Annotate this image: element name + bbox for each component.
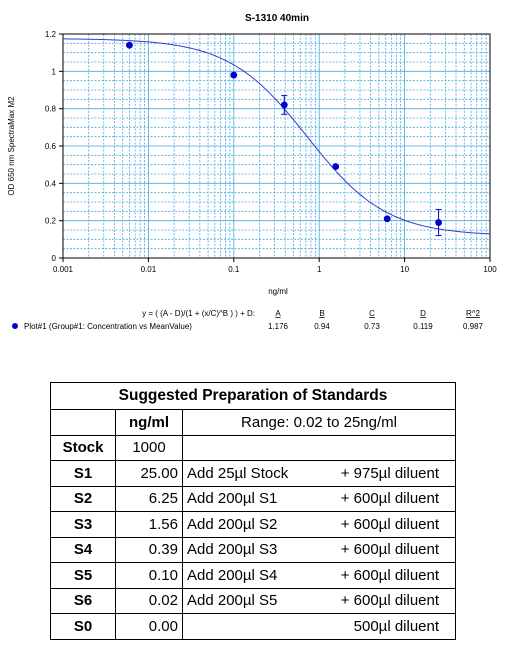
x-tick-label: 10 xyxy=(400,265,409,274)
table-row: S5 0.10 Add 200µl S4 + 600µl diluent xyxy=(50,562,457,589)
x-tick-label: 1 xyxy=(317,265,322,274)
row-label: S0 xyxy=(50,613,116,640)
prep-diluent: + 600µl diluent xyxy=(340,592,440,610)
data-points-layer xyxy=(126,41,442,237)
fit-param-label: C xyxy=(369,309,375,318)
legend-series-name: Plot#1 (Group#1: Concentration vs MeanVa… xyxy=(24,322,192,331)
y-tick-label: 0 xyxy=(52,254,57,263)
table-row: S1 25.00 Add 25µl Stock + 975µl diluent xyxy=(50,460,457,487)
table-header-row: ng/ml Range: 0.02 to 25ng/ml xyxy=(50,409,457,436)
y-tick-label: 0.2 xyxy=(45,217,57,226)
row-label: S1 xyxy=(50,460,116,487)
prep-step: Add 200µl S4 xyxy=(187,566,278,584)
header-range: Range: 0.02 to 25ng/ml xyxy=(181,409,457,436)
row-label: S2 xyxy=(50,485,116,512)
row-prep-empty xyxy=(181,434,457,461)
row-label: S3 xyxy=(50,511,116,538)
fit-param-value: 0.94 xyxy=(314,322,330,331)
x-tick-label: 0.01 xyxy=(141,265,157,274)
prep-step: Add 200µl S1 xyxy=(187,490,278,508)
row-prep: Add 25µl Stock + 975µl diluent xyxy=(181,460,457,487)
data-point xyxy=(230,71,238,79)
row-value: 0.39 xyxy=(115,536,183,563)
fit-param-label: B xyxy=(319,309,324,318)
y-axis-label: OD 650 nm SpectraMax M2 xyxy=(7,96,16,196)
prep-step: Add 200µl S2 xyxy=(187,515,278,533)
table-row: S0 0.00 500µl diluent xyxy=(50,613,457,640)
table-row: S2 6.25 Add 200µl S1 + 600µl diluent xyxy=(50,485,457,512)
y-tick-label: 0.6 xyxy=(45,142,57,151)
table-row: S6 0.02 Add 200µl S5 + 600µl diluent xyxy=(50,587,457,614)
fit-param-label: A xyxy=(275,309,281,318)
row-value: 0.00 xyxy=(115,613,183,640)
row-value: 0.02 xyxy=(115,587,183,614)
table-title: Suggested Preparation of Standards xyxy=(49,382,457,410)
x-tick-label: 0.1 xyxy=(228,265,240,274)
table-row: S3 1.56 Add 200µl S2 + 600µl diluent xyxy=(50,511,457,538)
prep-diluent: + 600µl diluent xyxy=(340,541,440,559)
prep-step: Add 200µl S3 xyxy=(187,541,278,559)
table-row: S4 0.39 Add 200µl S3 + 600µl diluent xyxy=(50,536,457,563)
data-point xyxy=(383,215,391,223)
table-row-stock: Stock 1000 xyxy=(50,434,457,461)
x-tick-label: 100 xyxy=(483,265,497,274)
axis-ticks-layer: 0.001 0.01 0.1 1 10 100 0 0.2 0.4 0.6 0.8 1 1.2 xyxy=(45,30,497,274)
fit-param-value: 0.987 xyxy=(463,322,484,331)
prep-diluent: + 600µl diluent xyxy=(340,566,440,584)
row-value: 1000 xyxy=(115,434,183,461)
row-value: 6.25 xyxy=(115,485,183,512)
fit-curve xyxy=(62,38,491,235)
fit-curve-layer xyxy=(62,38,491,235)
fit-param-label: R^2 xyxy=(466,309,481,318)
row-label: Stock xyxy=(50,434,116,461)
prep-step: Add 200µl S5 xyxy=(187,592,278,610)
prep-diluent: + 600µl diluent xyxy=(340,490,440,508)
data-point xyxy=(280,101,288,109)
data-point xyxy=(435,219,442,226)
prep-step: Add 25µl Stock xyxy=(187,464,289,482)
prep-diluent: + 600µl diluent xyxy=(340,515,440,533)
prep-diluent: + 975µl diluent xyxy=(340,464,440,482)
header-unit: ng/ml xyxy=(115,409,183,436)
fit-equation: y = ( (A - D)/(1 + (x/C)^B ) ) + D: xyxy=(142,309,255,318)
header-empty-cell xyxy=(50,409,116,436)
y-tick-label: 1 xyxy=(52,67,57,76)
fit-param-value: 1.176 xyxy=(268,322,289,331)
row-value: 1.56 xyxy=(115,511,183,538)
fit-legend: y = ( (A - D)/(1 + (x/C)^B ) ) + D: A 1.1… xyxy=(12,309,484,331)
row-prep: Add 200µl S2 + 600µl diluent xyxy=(181,511,457,538)
fit-params: A 1.176 B 0.94 C 0.73 D 0.119 R^2 0.987 xyxy=(268,309,484,331)
y-tick-label: 0.8 xyxy=(45,105,57,114)
table-title-row: Suggested Preparation of Standards xyxy=(49,382,457,410)
standards-table: Suggested Preparation of Standards ng/ml… xyxy=(49,382,457,640)
row-prep: Add 200µl S1 + 600µl diluent xyxy=(181,485,457,512)
fit-param-label: D xyxy=(420,309,426,318)
fit-param-value: 0.73 xyxy=(364,322,380,331)
row-value: 25.00 xyxy=(115,460,183,487)
row-prep: Add 200µl S3 + 600µl diluent xyxy=(181,536,457,563)
row-label: S4 xyxy=(50,536,116,563)
row-prep: Add 200µl S4 + 600µl diluent xyxy=(181,562,457,589)
y-tick-label: 1.2 xyxy=(45,30,57,39)
chart-grid xyxy=(63,34,490,258)
fit-param-value: 0.119 xyxy=(413,322,433,331)
y-tick-label: 0.4 xyxy=(45,179,57,188)
x-tick-label: 0.001 xyxy=(53,265,74,274)
row-label: S5 xyxy=(50,562,116,589)
row-prep: 500µl diluent xyxy=(181,613,457,640)
data-point xyxy=(126,41,133,49)
data-point xyxy=(332,163,340,170)
x-axis-label: ng/ml xyxy=(268,287,288,296)
row-prep: Add 200µl S5 + 600µl diluent xyxy=(181,587,457,614)
row-value: 0.10 xyxy=(115,562,183,589)
standard-curve-chart: S-1310 40min 0.001 0.01 0.1 1 10 10000.20.40.… xyxy=(7,13,497,331)
prep-diluent: 500µl diluent xyxy=(353,617,440,635)
legend-marker xyxy=(12,323,18,329)
row-label: S6 xyxy=(50,587,116,614)
chart-title: S-1310 40min xyxy=(245,13,309,24)
